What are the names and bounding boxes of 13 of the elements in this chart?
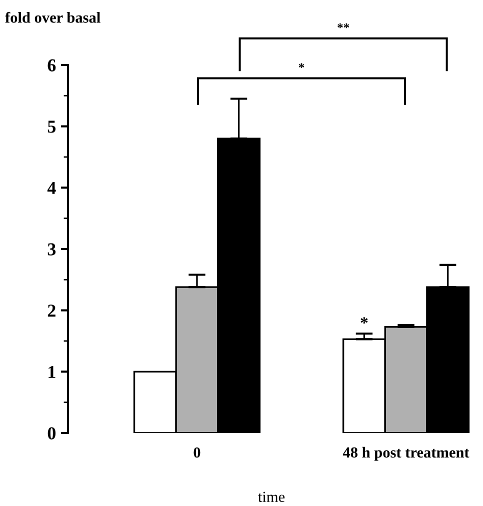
y-tick-label: 1: [48, 366, 56, 378]
annotation: *: [360, 317, 368, 324]
annotation: *: [298, 63, 304, 68]
y-axis-title: fold over basal: [5, 12, 100, 23]
y-tick-label: 3: [48, 243, 56, 256]
y-tick-label: 4: [47, 182, 56, 194]
y-tick-label: 2: [48, 304, 56, 317]
x-tick-label: 48 h post treatment: [342, 446, 470, 461]
y-tick-label: 5: [48, 120, 56, 133]
y-tick-label: 6: [48, 59, 56, 72]
y-tick-label: 0: [48, 427, 56, 440]
x-axis-title: time: [258, 492, 285, 502]
text: **: [338, 23, 350, 28]
